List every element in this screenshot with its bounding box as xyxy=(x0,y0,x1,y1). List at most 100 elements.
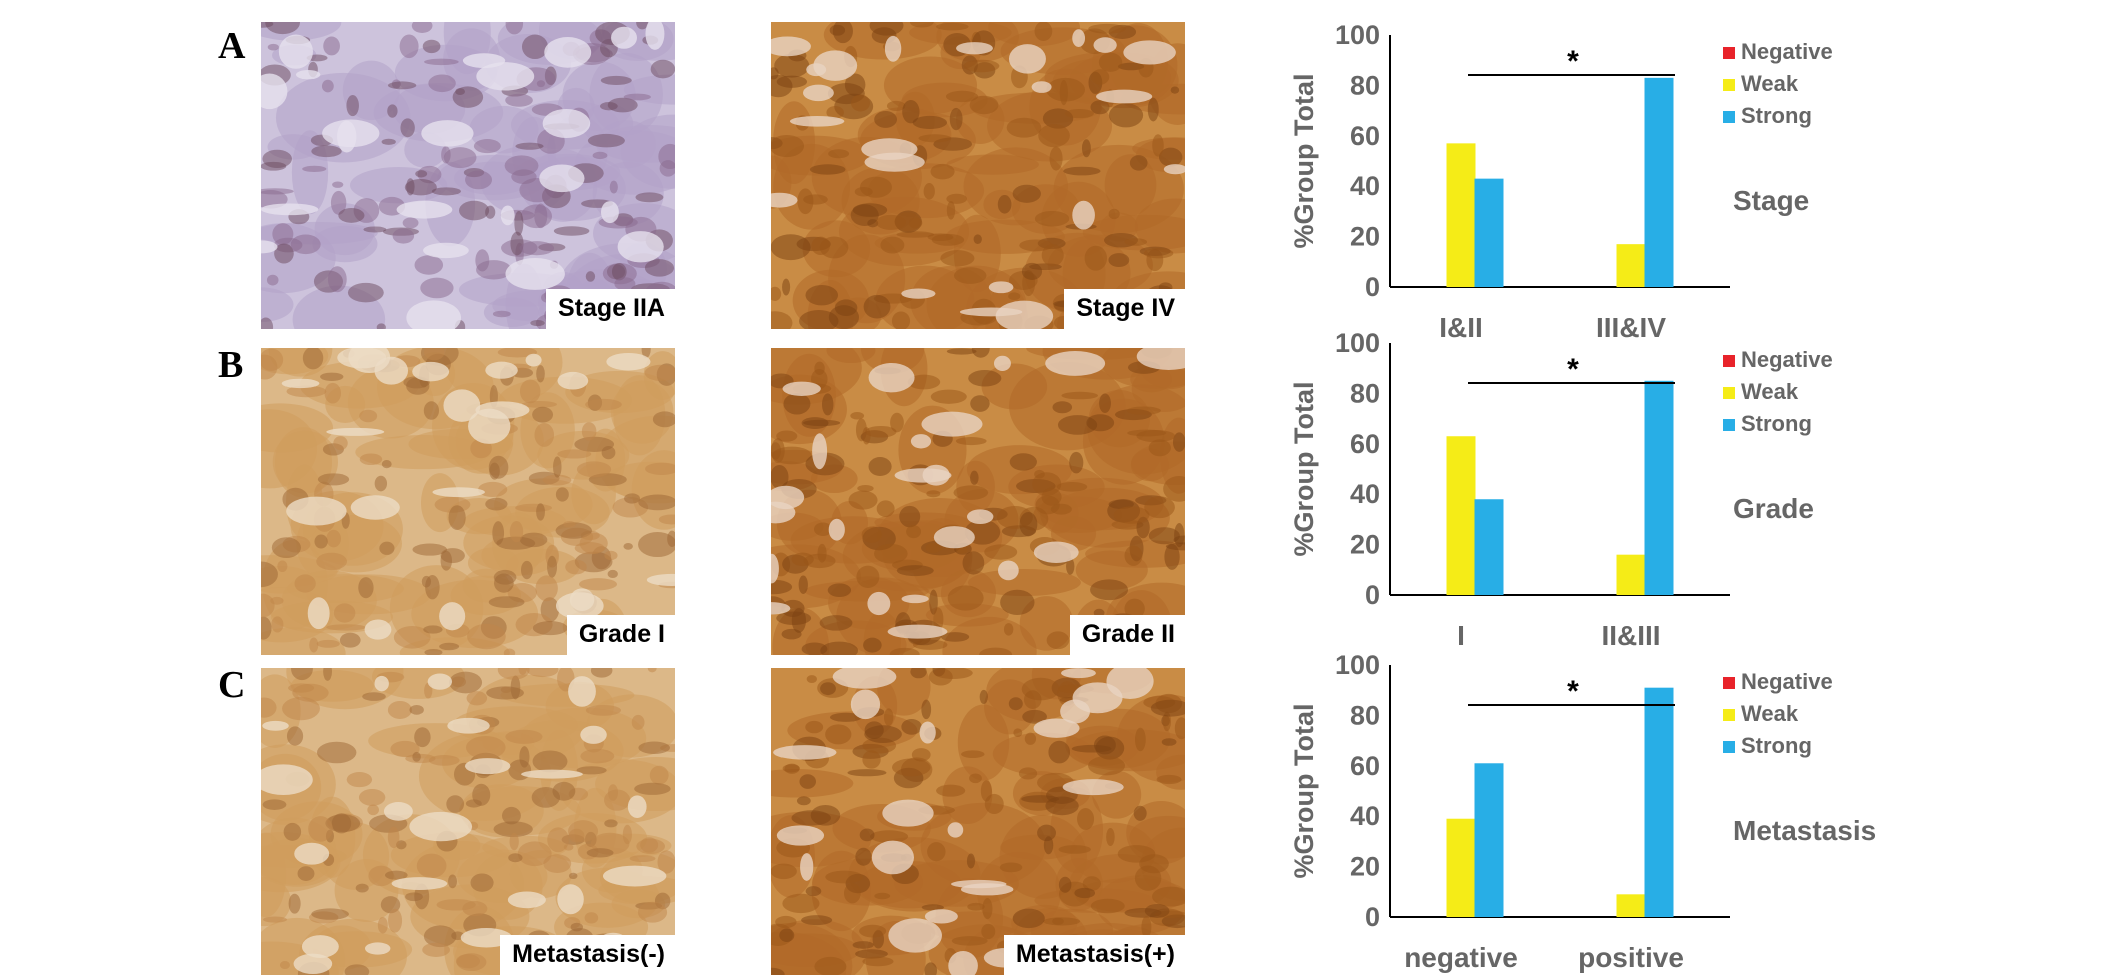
tissue-lumen xyxy=(322,119,380,148)
tissue-cell xyxy=(949,107,963,131)
tissue-lumen xyxy=(951,879,1007,889)
micrograph-caption: Grade II xyxy=(1069,615,1185,655)
tissue-cell xyxy=(478,481,508,498)
legend-label: Weak xyxy=(1741,701,1799,726)
tissue-cell xyxy=(907,374,941,390)
tissue-cell xyxy=(358,788,386,806)
tissue-cell xyxy=(971,348,990,358)
tissue-cell xyxy=(941,632,970,642)
tissue-cell xyxy=(641,348,651,358)
tissue-lumen xyxy=(307,597,330,630)
tissue-cell xyxy=(999,862,1023,873)
tissue-cell xyxy=(283,822,302,841)
tissue-cell xyxy=(604,550,618,561)
tissue-cell xyxy=(946,201,956,220)
tissue-cell xyxy=(411,22,433,33)
tissue-cell xyxy=(485,205,496,219)
tissue-lumen xyxy=(995,300,1054,329)
tissue-cell xyxy=(1018,767,1038,780)
tissue-cell xyxy=(270,596,284,605)
tissue-cell xyxy=(946,348,977,355)
tissue-cell xyxy=(1046,631,1070,650)
tissue-cell xyxy=(294,574,316,593)
y-tick-label: 80 xyxy=(1350,70,1380,100)
tissue-cell xyxy=(508,759,532,781)
tissue-cell xyxy=(963,59,1000,73)
tissue-lumen xyxy=(421,120,474,147)
tissue-cell xyxy=(607,569,618,579)
tissue-cell xyxy=(374,475,388,492)
tissue-lumen xyxy=(776,825,825,846)
tissue-cell xyxy=(984,544,1018,560)
tissue-cell xyxy=(658,514,675,525)
tissue-cell xyxy=(1077,807,1095,830)
tissue-lumen xyxy=(295,69,321,80)
tissue-cell xyxy=(629,855,656,862)
tissue-cell xyxy=(420,277,454,299)
tissue-cell xyxy=(485,497,508,511)
tissue-cell xyxy=(316,552,348,571)
tissue-cell xyxy=(443,147,477,169)
tissue-lumen xyxy=(627,795,647,818)
tissue-lumen xyxy=(966,509,994,525)
tissue-cell xyxy=(805,720,824,734)
tissue-lumen xyxy=(374,675,389,692)
tissue-cell xyxy=(850,94,871,112)
tissue-cell xyxy=(1152,886,1185,907)
tissue-lumen xyxy=(1072,29,1086,48)
tissue-cell xyxy=(261,317,274,329)
tissue-cell xyxy=(857,484,874,492)
tissue-cell xyxy=(936,784,966,797)
tissue-cell xyxy=(890,412,904,433)
tissue-cell xyxy=(405,892,423,902)
tissue-cell xyxy=(1081,139,1091,158)
tissue-lumen xyxy=(782,381,821,396)
bar-weak xyxy=(1446,436,1476,595)
tissue-cell xyxy=(611,263,627,281)
tissue-lumen xyxy=(468,408,511,444)
tissue-cell xyxy=(553,226,590,236)
tissue-cell xyxy=(585,398,622,411)
tissue-lumen xyxy=(485,361,518,379)
tissue-cell xyxy=(924,962,938,975)
tissue-lumen xyxy=(611,26,637,49)
tissue-cell xyxy=(826,106,844,119)
tissue-cell xyxy=(647,668,657,673)
tissue-cell xyxy=(262,149,292,169)
tissue-cell xyxy=(806,675,818,683)
tissue-cell xyxy=(1108,208,1120,220)
tissue-lumen xyxy=(997,560,1019,581)
tissue-cell xyxy=(797,188,814,215)
tissue-cell xyxy=(465,799,482,808)
tissue-image xyxy=(771,348,1185,655)
tissue-cell xyxy=(968,370,1002,387)
tissue-cell xyxy=(503,648,516,655)
tissue-cell xyxy=(519,241,555,256)
tissue-cell xyxy=(645,462,675,475)
tissue-cell xyxy=(1019,511,1038,537)
tissue-cell xyxy=(811,236,830,256)
tissue-lumen xyxy=(580,725,607,744)
tissue-cell xyxy=(876,500,895,518)
tissue-lumen xyxy=(539,164,585,193)
tissue-cell xyxy=(899,505,921,528)
x-category-label: positive xyxy=(1578,942,1684,973)
tissue-lumen xyxy=(606,352,651,371)
tissue-region xyxy=(942,616,1037,655)
tissue-region xyxy=(261,877,291,927)
tissue-cell xyxy=(1064,108,1094,119)
tissue-cell xyxy=(286,726,304,746)
tissue-lumen xyxy=(813,50,858,81)
tissue-cell xyxy=(521,34,549,60)
tissue-lumen xyxy=(617,231,664,263)
tissue-cell xyxy=(967,902,985,911)
tissue-lumen xyxy=(910,434,932,449)
tissue-cell xyxy=(1052,917,1064,925)
tissue-cell xyxy=(852,203,888,217)
tissue-lumen xyxy=(901,288,936,299)
tissue-cell xyxy=(1050,503,1072,515)
tissue-lumen xyxy=(888,918,942,953)
tissue-cell xyxy=(601,445,616,460)
tissue-cell xyxy=(323,668,333,681)
tissue-cell xyxy=(1058,845,1091,854)
